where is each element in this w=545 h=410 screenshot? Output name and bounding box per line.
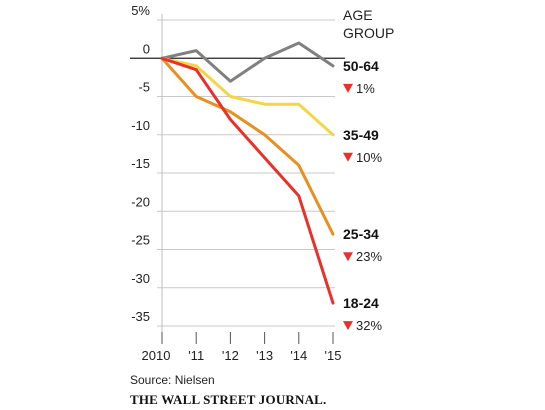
x-tick-label: '15 (325, 348, 342, 363)
source-note: Source: Nielsen (130, 373, 215, 387)
y-tick-label: -35 (131, 309, 150, 324)
series-line-18-24 (160, 56, 335, 305)
y-axis-ticks: 5% 0 -5 -10 -15 -20 -25 -30 -35 (131, 3, 150, 324)
series-change-35-49: 10% (356, 150, 382, 165)
y-tick-label: -30 (131, 271, 150, 286)
down-triangle-icon (343, 252, 353, 262)
y-tick-label: -20 (131, 194, 150, 209)
y-tick-label: 0 (143, 41, 150, 56)
legend-title-line-1: AGE (343, 7, 373, 23)
series-label-35-49: 35-49 (343, 127, 379, 143)
publication-name: THE WALL STREET JOURNAL. (130, 392, 327, 407)
series-change-25-34: 23% (356, 249, 382, 264)
y-tick-label: 5% (131, 3, 150, 18)
series-line-25-34 (160, 56, 335, 236)
x-axis-ticks: 2010 '11 '12 '13 '14 '15 (142, 332, 342, 363)
x-tick-label: '12 (222, 348, 239, 363)
x-tick-label: 2010 (142, 348, 171, 363)
series-change-50-64: 1% (356, 81, 375, 96)
y-tick-label: -15 (131, 156, 150, 171)
series-lines (160, 41, 335, 305)
x-tick-label: '13 (256, 348, 273, 363)
series-label-18-24: 18-24 (343, 295, 379, 311)
down-triangle-icon (343, 152, 353, 162)
x-tick-label: '14 (290, 348, 307, 363)
series-label-25-34: 25-34 (343, 226, 379, 242)
down-triangle-icon (343, 321, 353, 331)
y-tick-label: -25 (131, 233, 150, 248)
down-triangle-icon (343, 83, 353, 93)
y-tick-label: -5 (138, 80, 150, 95)
series-labels: 50-64 1% 35-49 10% 25-34 23% 18-24 32% (343, 58, 382, 333)
series-line-50-64 (160, 41, 335, 83)
series-change-18-24: 32% (356, 318, 382, 333)
x-tick-label: '11 (188, 348, 204, 363)
legend-title-line-2: GROUP (343, 25, 394, 41)
series-label-50-64: 50-64 (343, 58, 379, 74)
legend: AGE GROUP (343, 7, 394, 41)
y-tick-label: -10 (131, 118, 150, 133)
series-line-35-49 (160, 56, 335, 137)
